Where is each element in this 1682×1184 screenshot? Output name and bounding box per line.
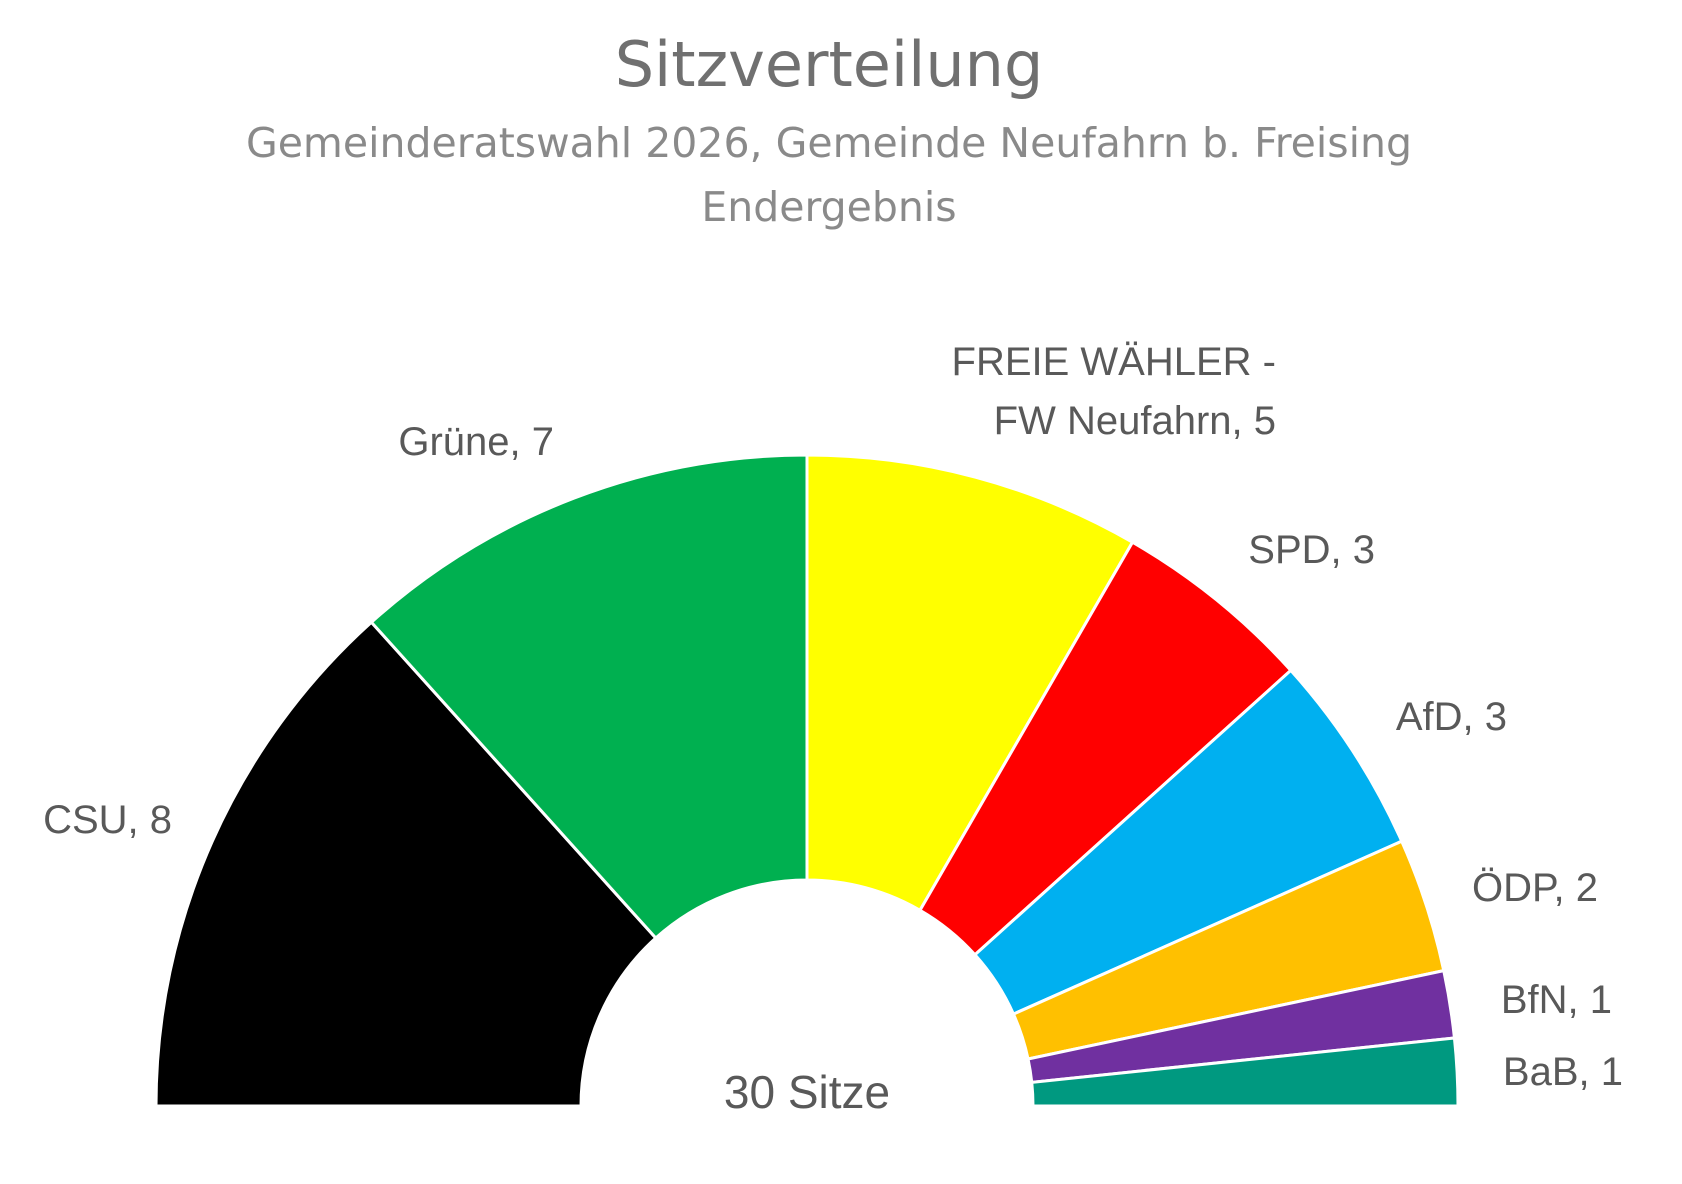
chart-subtitle-line-1: Gemeinderatswahl 2026, Gemeinde Neufahrn…	[246, 119, 1412, 167]
chart-subtitle-line-2: Endergebnis	[701, 183, 956, 231]
seat-label-ödp: ÖDP, 2	[1472, 866, 1598, 910]
seat-labels: CSU, 8 Grüne, 7 FREIE WÄHLER -FW Neufahrn,…	[43, 340, 1623, 1094]
seat-segments	[154, 453, 1460, 1108]
seat-segment-bab	[1030, 1036, 1460, 1108]
seat-label-grüne: Grüne, 7	[398, 420, 554, 464]
seat-label-spd: SPD, 3	[1248, 528, 1375, 572]
chart-title: Sitzverteilung	[615, 28, 1044, 101]
seat-label-afd: AfD, 3	[1396, 695, 1507, 739]
total-seats-label: 30 Sitze	[724, 1066, 890, 1118]
seat-segment-freie	[805, 453, 1134, 912]
seat-segment-csu	[154, 620, 658, 1108]
seat-segment-grüne	[369, 453, 809, 940]
seat-label-freie: FREIE WÄHLER -FW Neufahrn, 5	[952, 340, 1276, 443]
seat-label-csu: CSU, 8	[43, 798, 172, 842]
seat-label-bab: BaB, 1	[1503, 1050, 1623, 1094]
seat-label-bfn: BfN, 1	[1501, 978, 1612, 1022]
